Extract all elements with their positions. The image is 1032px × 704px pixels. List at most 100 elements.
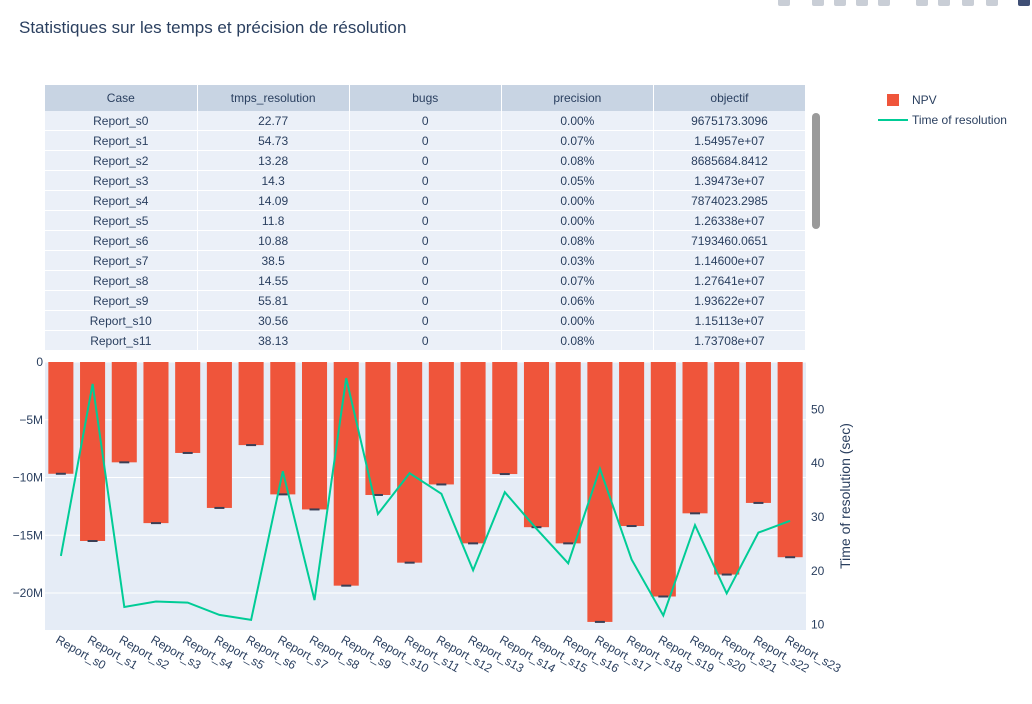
y2-axis-title: Time of resolution (sec) — [837, 423, 853, 569]
table-cell: 0.00% — [501, 111, 654, 131]
bar — [619, 362, 645, 527]
table-header-cell: Case — [45, 85, 198, 111]
bar — [523, 362, 550, 528]
pan-icon[interactable] — [834, 0, 846, 6]
table-cell: 0 — [349, 310, 502, 331]
y2-tick-label: 40 — [811, 456, 825, 470]
bar — [333, 362, 359, 586]
bar-end-marker — [214, 506, 225, 509]
bar — [301, 362, 328, 510]
table-cell: 7874023.2985 — [653, 190, 806, 211]
table-cell: 1.26338e+07 — [653, 210, 806, 231]
table-cell: 38.13 — [197, 330, 350, 351]
table-cell: 1.73708e+07 — [653, 330, 806, 351]
table-row: Report_s2 13.28 0 0.08% 8685684.8412 — [45, 150, 806, 171]
table-cell: 54.73 — [197, 130, 350, 151]
table-cell: 55.81 — [197, 290, 350, 311]
table-cell: 0 — [349, 111, 502, 131]
bar-end-marker — [341, 584, 352, 587]
legend-swatch-bar — [887, 94, 899, 106]
bar — [460, 362, 486, 544]
bar-end-marker — [658, 595, 669, 598]
zoom-out-icon[interactable] — [938, 0, 950, 6]
bar-end-marker — [436, 483, 447, 486]
legend-item-time[interactable]: Time of resolution — [878, 110, 1007, 130]
table-header-cell: tmps_resolution — [197, 85, 350, 111]
legend-label-npv: NPV — [912, 93, 937, 107]
lasso-icon[interactable] — [878, 0, 890, 6]
box-select-icon[interactable] — [856, 0, 868, 6]
table-cell: Report_s10 — [45, 310, 198, 331]
line-series-time — [59, 377, 791, 622]
table-cell: 14.55 — [197, 270, 350, 291]
table-cell: 0 — [349, 290, 502, 311]
bar-end-marker — [468, 542, 479, 545]
y-tick-label: −5M — [19, 413, 43, 427]
bar — [650, 362, 676, 597]
zoom-icon[interactable] — [812, 0, 824, 6]
table-scrollbar-thumb[interactable] — [812, 113, 820, 229]
table-row: Report_s7 38.5 0 0.03% 1.14600e+07 — [45, 250, 806, 271]
bar — [80, 362, 106, 542]
table-cell: 0 — [349, 170, 502, 191]
bar — [555, 362, 581, 544]
table-cell: 0 — [349, 190, 502, 211]
table-cell: 0.06% — [501, 290, 654, 311]
data-table-container[interactable]: Case tmps_resolution bugs precision obje… — [45, 85, 806, 351]
table-cell: 0.07% — [501, 130, 654, 151]
zoom-in-icon[interactable] — [916, 0, 928, 6]
bar — [238, 362, 264, 446]
table-cell: 14.3 — [197, 170, 350, 191]
bar — [175, 362, 201, 453]
bar-end-marker — [626, 525, 637, 528]
table-cell: Report_s2 — [45, 150, 198, 171]
bar — [428, 362, 454, 485]
bar-end-marker — [531, 526, 542, 529]
plotly-logo-icon[interactable] — [1018, 0, 1030, 6]
table-cell: 14.09 — [197, 190, 350, 211]
table-cell: 0.08% — [501, 230, 654, 251]
y2-tick-label: 10 — [811, 618, 825, 632]
table-cell: Report_s4 — [45, 190, 198, 211]
table-cell: Report_s11 — [45, 330, 198, 351]
camera-icon[interactable] — [778, 0, 790, 6]
bar — [365, 362, 391, 495]
bar — [111, 362, 137, 463]
legend-swatch-line — [878, 119, 908, 121]
table-header-cell: objectif — [653, 85, 806, 111]
bar-end-marker — [246, 444, 257, 447]
bar-end-marker — [563, 542, 574, 545]
table-cell: 0 — [349, 230, 502, 251]
reset-axes-icon[interactable] — [986, 0, 998, 6]
modebar[interactable] — [772, 0, 1032, 10]
bar-end-marker — [594, 620, 605, 623]
table-cell: 1.54957e+07 — [653, 130, 806, 151]
axes: 0 −5M −10M −15M −20M 10 20 30 40 50 Time of resolu… — [13, 355, 853, 676]
table-cell: Report_s6 — [45, 230, 198, 251]
table-cell: 7193460.0651 — [653, 230, 806, 251]
bar — [143, 362, 169, 524]
bar-end-marker — [277, 493, 288, 496]
legend-item-npv[interactable]: NPV — [878, 90, 1007, 110]
table-row: Report_s8 14.55 0 0.07% 1.27641e+07 — [45, 270, 806, 291]
table-cell: Report_s5 — [45, 210, 198, 231]
table-cell: 0 — [349, 250, 502, 271]
bar — [397, 362, 423, 563]
table-cell: 0 — [349, 210, 502, 231]
table-row: Report_s1 54.73 0 0.07% 1.54957e+07 — [45, 130, 806, 151]
table-cell: 30.56 — [197, 310, 350, 331]
table-header-cell: precision — [501, 85, 654, 111]
table-cell: 0.00% — [501, 210, 654, 231]
table-cell: 0.05% — [501, 170, 654, 191]
table-row: Report_s4 14.09 0 0.00% 7874023.2985 — [45, 190, 806, 211]
bar-end-marker — [785, 556, 796, 559]
bar-end-marker — [119, 461, 130, 464]
table-cell: 1.14600e+07 — [653, 250, 806, 271]
table-cell: Report_s3 — [45, 170, 198, 191]
table-cell: 0.00% — [501, 190, 654, 211]
bar — [48, 362, 74, 474]
bar-end-marker — [753, 501, 764, 504]
autoscale-icon[interactable] — [962, 0, 974, 6]
table-cell: 0 — [349, 270, 502, 291]
